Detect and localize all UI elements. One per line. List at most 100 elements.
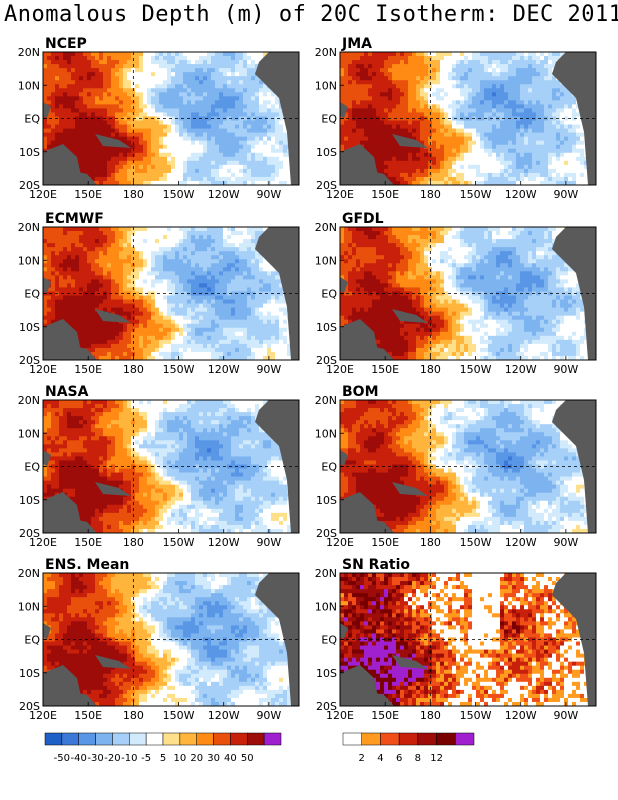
x-tick-label: 180	[123, 188, 144, 201]
y-tick-label: EQ	[321, 113, 337, 126]
y-tick-label: 20S	[19, 354, 40, 367]
x-tick-label: 150W	[163, 536, 195, 549]
colorbar-swatch	[145, 732, 164, 746]
colorbar-label: -40	[71, 753, 87, 764]
y-tick-label: 10N	[18, 427, 40, 440]
colorbar-label: 5	[160, 753, 166, 764]
x-tick-label: 150W	[163, 363, 195, 376]
colorbar-swatch	[78, 732, 96, 746]
colorbar-label: 12	[430, 753, 443, 764]
y-tick-label: 20N	[315, 567, 337, 580]
y-tick-label: 10N	[18, 600, 40, 613]
colorbar-swatch	[380, 732, 400, 746]
colorbar-swatch	[44, 732, 63, 746]
colorbar-label: -10	[121, 753, 137, 764]
page-title: Anomalous Depth (m) of 20C Isotherm: DEC…	[4, 2, 618, 27]
x-tick-label: 90W	[553, 188, 578, 201]
panel-title: NASA	[45, 384, 89, 400]
y-tick-label: 10S	[316, 667, 337, 680]
y-tick-label: 20N	[315, 46, 337, 59]
y-tick-label: 10N	[315, 427, 337, 440]
panel-title: NCEP	[45, 36, 87, 52]
colorbar-swatch	[247, 732, 265, 746]
colorbar-label: -20	[104, 753, 120, 764]
colorbar-label: 50	[241, 753, 254, 764]
y-tick-label: 20S	[316, 354, 337, 367]
y-tick-label: 20N	[18, 221, 40, 234]
colorbar-swatch	[455, 732, 475, 746]
y-tick-label: 20N	[18, 567, 40, 580]
colorbar-swatch	[230, 732, 248, 746]
x-tick-label: 150E	[371, 536, 399, 549]
y-tick-label: 10N	[315, 79, 337, 92]
colorbar-swatch	[361, 732, 381, 746]
x-tick-label: 180	[420, 188, 441, 201]
y-tick-label: EQ	[24, 288, 40, 301]
land-mask	[43, 400, 299, 533]
land-mask	[340, 573, 596, 706]
x-tick-label: 150E	[74, 188, 102, 201]
x-tick-label: 120E	[29, 536, 57, 549]
panel-title: GFDL	[342, 211, 384, 227]
colorbar-label: -50	[54, 753, 70, 764]
x-tick-label: 180	[123, 709, 144, 722]
x-tick-label: 180	[420, 709, 441, 722]
x-tick-label: 150W	[460, 536, 492, 549]
x-tick-label: 150E	[74, 709, 102, 722]
x-tick-label: 150E	[74, 536, 102, 549]
colorbar-swatch	[112, 732, 130, 746]
x-tick-label: 150W	[163, 709, 195, 722]
colorbar-swatch	[213, 732, 231, 746]
colorbar-label: 40	[224, 753, 237, 764]
colorbar-swatch	[179, 732, 197, 746]
x-tick-label: 120W	[208, 536, 240, 549]
x-tick-label: 120E	[326, 188, 354, 201]
land-mask	[340, 400, 596, 533]
y-tick-label: 10S	[316, 321, 337, 334]
colorbar-swatch	[342, 732, 362, 746]
y-tick-label: 10N	[18, 254, 40, 267]
colorbar-label: 10	[173, 753, 186, 764]
y-tick-label: 20S	[19, 700, 40, 713]
land-mask	[340, 227, 596, 360]
y-tick-label: 10N	[315, 600, 337, 613]
x-tick-label: 90W	[553, 709, 578, 722]
y-tick-label: 10S	[316, 146, 337, 159]
land-mask	[340, 52, 596, 185]
colorbar-label: 6	[396, 753, 402, 764]
colorbar-swatch	[417, 732, 437, 746]
y-tick-label: EQ	[24, 461, 40, 474]
panel-title: ENS. Mean	[45, 557, 129, 573]
y-tick-label: 10S	[19, 146, 40, 159]
colorbar-swatch	[398, 732, 419, 746]
colorbar-swatch	[129, 732, 147, 746]
x-tick-label: 180	[123, 536, 144, 549]
colorbar-label: -5	[141, 753, 151, 764]
land-mask	[43, 227, 299, 360]
y-tick-label: 20S	[316, 700, 337, 713]
x-tick-label: 90W	[256, 536, 281, 549]
x-tick-label: 150E	[371, 188, 399, 201]
y-tick-label: EQ	[321, 288, 337, 301]
x-tick-label: 150W	[460, 188, 492, 201]
y-tick-label: 10S	[19, 321, 40, 334]
colorbar-label: 4	[377, 753, 383, 764]
y-tick-label: EQ	[321, 634, 337, 647]
x-tick-label: 120W	[505, 188, 537, 201]
x-tick-label: 120W	[208, 363, 240, 376]
x-tick-label: 90W	[553, 536, 578, 549]
x-tick-label: 180	[420, 536, 441, 549]
y-tick-label: 10N	[18, 79, 40, 92]
land-mask	[43, 573, 299, 706]
y-tick-label: 20N	[315, 394, 337, 407]
y-tick-label: 10S	[19, 494, 40, 507]
x-tick-label: 150E	[371, 363, 399, 376]
colorbar-label: 8	[415, 753, 421, 764]
colorbar-swatch	[196, 732, 214, 746]
